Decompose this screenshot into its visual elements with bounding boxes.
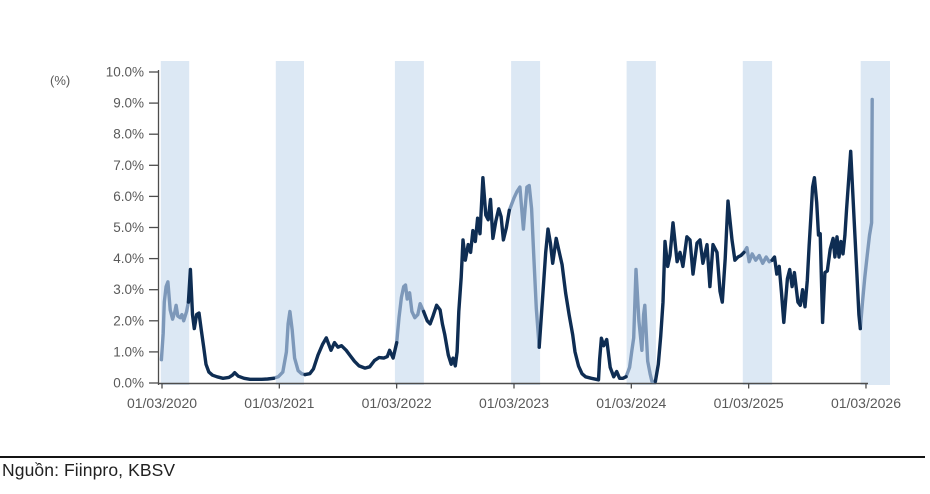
x-tick-label: 01/03/2024 <box>596 395 666 411</box>
y-tick-label: 8.0% <box>113 127 144 142</box>
x-tick-label: 01/03/2020 <box>127 395 197 411</box>
y-tick-label: 0.0% <box>113 376 144 391</box>
rate-line-segment-light <box>742 246 774 265</box>
y-tick-label: 1.0% <box>113 344 144 359</box>
rate-line-segment-dark <box>186 267 276 381</box>
x-tick-label: 01/03/2021 <box>244 395 314 411</box>
rate-line-segment-light <box>159 280 191 362</box>
rate-line-segment-dark <box>421 176 511 368</box>
x-tick-label: 01/03/2026 <box>831 395 901 411</box>
y-axis-unit-label: (%) <box>50 73 71 88</box>
x-tick-label: 01/03/2023 <box>479 395 549 411</box>
y-tick-label: 2.0% <box>113 313 144 328</box>
highlight-band <box>275 61 304 385</box>
y-tick-label: 5.0% <box>113 220 144 235</box>
source-caption: Nguồn: Fiinpro, KBSV <box>2 460 176 480</box>
highlight-band <box>160 61 190 385</box>
rate-line-segment-light <box>858 97 874 331</box>
rate-line-segment-light <box>624 267 658 384</box>
y-tick-label: 7.0% <box>113 158 144 173</box>
rate-line-segment-dark <box>303 336 399 377</box>
rate-line-segment-dark <box>770 149 862 331</box>
source-divider-line <box>0 456 925 458</box>
rate-line-segment-dark <box>653 199 746 384</box>
y-tick-label: 4.0% <box>113 251 144 266</box>
highlight-band <box>394 61 424 385</box>
rate-line-segment-light <box>271 309 307 380</box>
x-tick-label: 01/03/2025 <box>714 395 784 411</box>
y-tick-label: 3.0% <box>113 282 144 297</box>
highlight-band <box>860 61 890 385</box>
rate-line-segment-dark <box>537 227 628 382</box>
y-tick-label: 10.0% <box>106 65 144 80</box>
y-tick-label: 6.0% <box>113 189 144 204</box>
highlight-band <box>742 61 773 385</box>
rate-line-segment-light <box>507 183 541 349</box>
y-tick-label: 9.0% <box>113 96 144 111</box>
rate-line-segment-light <box>395 283 426 345</box>
x-tick-label: 01/03/2022 <box>362 395 432 411</box>
